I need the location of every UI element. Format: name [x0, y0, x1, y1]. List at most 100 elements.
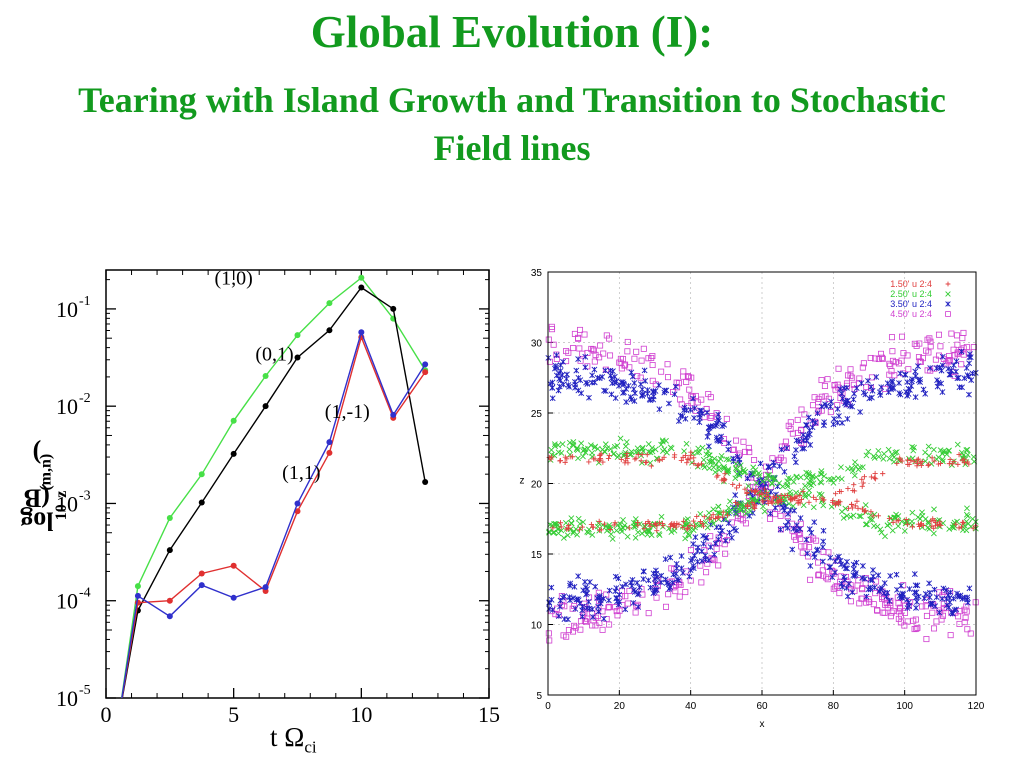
scatter-point-square: [740, 438, 747, 445]
scatter-point-cross: [682, 535, 689, 542]
scatter-point-square: [914, 624, 921, 631]
scatter-point-cross: [567, 451, 573, 458]
scatter-point-star: [586, 579, 593, 585]
scatter-point-cross: [863, 452, 870, 459]
scatter-point-plus: [633, 455, 639, 461]
y-tick-label: 10: [56, 491, 78, 516]
scatter-point-star: [662, 556, 669, 563]
scatter-point-star: [781, 507, 788, 514]
scatter-point-square: [940, 355, 947, 362]
scatter-point-star: [714, 436, 721, 443]
scatter-point-cross: [878, 529, 885, 536]
scatter-point-plus: [592, 456, 598, 462]
scatter-point-plus: [562, 459, 568, 465]
scatter-point-star: [927, 365, 934, 371]
scatter-point-star: [645, 577, 652, 584]
scatter-point-square: [665, 591, 672, 598]
scatter-point-square: [923, 636, 930, 643]
scatter-point-plus: [961, 456, 967, 462]
scatter-point-cross: [582, 449, 589, 456]
scatter-point-star: [572, 605, 579, 612]
scatter-point-cross: [891, 454, 898, 461]
scatter-point-star: [783, 445, 790, 452]
scatter-point-square: [923, 596, 930, 603]
scatter-point-cross: [931, 506, 937, 513]
scatter-point-star: [912, 368, 919, 375]
scatter-point-star: [812, 419, 819, 426]
scatter-point-star: [557, 603, 563, 610]
scatter-point-star: [585, 598, 592, 605]
scatter-point-star: [963, 365, 970, 371]
scatter-point-star: [851, 390, 858, 397]
scatter-point-square: [946, 356, 953, 363]
scatter-point-plus: [568, 454, 574, 460]
scatter-point-cross: [856, 513, 863, 520]
scatter-point-star: [674, 576, 681, 583]
scatter-point-star: [917, 376, 924, 383]
scatter-point-cross: [889, 527, 896, 534]
scatter-point-star: [560, 381, 567, 388]
scatter-point-star: [909, 376, 916, 383]
scatter-point-plus: [925, 462, 931, 469]
scatter-point-plus: [748, 487, 754, 493]
scatter-point-star: [640, 576, 647, 582]
scatter-point-star: [583, 591, 589, 598]
scatter-point-plus: [760, 499, 766, 505]
scatter-point-square: [710, 556, 717, 563]
scatter-point-square: [599, 626, 606, 633]
scatter-point-square: [563, 633, 570, 640]
scatter-point-star: [961, 594, 968, 601]
scatter-point-cross: [875, 453, 882, 460]
scatter-point-plus: [761, 486, 768, 492]
scatter-point-plus: [851, 482, 857, 488]
scatter-point-cross: [790, 503, 797, 509]
scatter-point-plus: [961, 520, 967, 526]
scatter-point-cross: [733, 461, 739, 467]
scatter-point-star: [887, 573, 894, 579]
scatter-point-star: [784, 525, 791, 531]
scatter-point-star: [912, 582, 919, 589]
scatter-point-star: [883, 593, 890, 600]
scatter-point-square: [631, 355, 638, 362]
scatter-point-star: [936, 364, 943, 371]
scatter-point-plus: [707, 516, 713, 522]
scatter-point-square: [624, 348, 631, 355]
scatter-point-cross: [800, 502, 807, 509]
scatter-point-plus: [550, 525, 556, 531]
scatter-point-star: [744, 475, 751, 482]
scatter-point-square: [888, 334, 895, 341]
scatter-point-cross: [869, 516, 876, 523]
scatter-point-square: [926, 335, 933, 342]
scatter-point-square: [616, 607, 623, 614]
scatter-point-star: [611, 373, 618, 380]
scatter-point-star: [906, 586, 913, 592]
scatter-point-square: [703, 569, 710, 576]
scatter-point-square: [787, 419, 794, 426]
series-point-3: [230, 594, 237, 601]
scatter-point-star: [945, 604, 952, 611]
scatter-point-square: [897, 619, 904, 626]
scatter-point-square: [637, 374, 644, 381]
scatter-point-plus: [644, 459, 650, 465]
scatter-point-star: [612, 573, 619, 580]
scatter-point-star: [770, 459, 777, 466]
scatter-point-plus: [795, 499, 801, 505]
scatter-point-square: [584, 349, 591, 356]
y-tick-exponent: -2: [79, 391, 91, 406]
scatter-point-star: [546, 605, 553, 612]
scatter-point-square: [577, 626, 584, 633]
scatter-point-cross: [937, 447, 944, 454]
scatter-point-cross: [752, 467, 759, 473]
scatter-point-plus: [588, 521, 594, 528]
scatter-point-plus: [596, 527, 603, 533]
scatter-point-cross: [659, 437, 666, 444]
scatter-point-plus: [917, 460, 923, 466]
scatter-point-cross: [668, 529, 675, 535]
scatter-point-plus: [712, 515, 719, 522]
series-point-0: [326, 300, 333, 307]
scatter-point-cross: [803, 469, 810, 476]
scatter-point-plus: [868, 509, 874, 515]
scatter-point-star: [966, 391, 972, 398]
scatter-point-plus: [688, 449, 694, 455]
scatter-point-star: [777, 526, 784, 533]
